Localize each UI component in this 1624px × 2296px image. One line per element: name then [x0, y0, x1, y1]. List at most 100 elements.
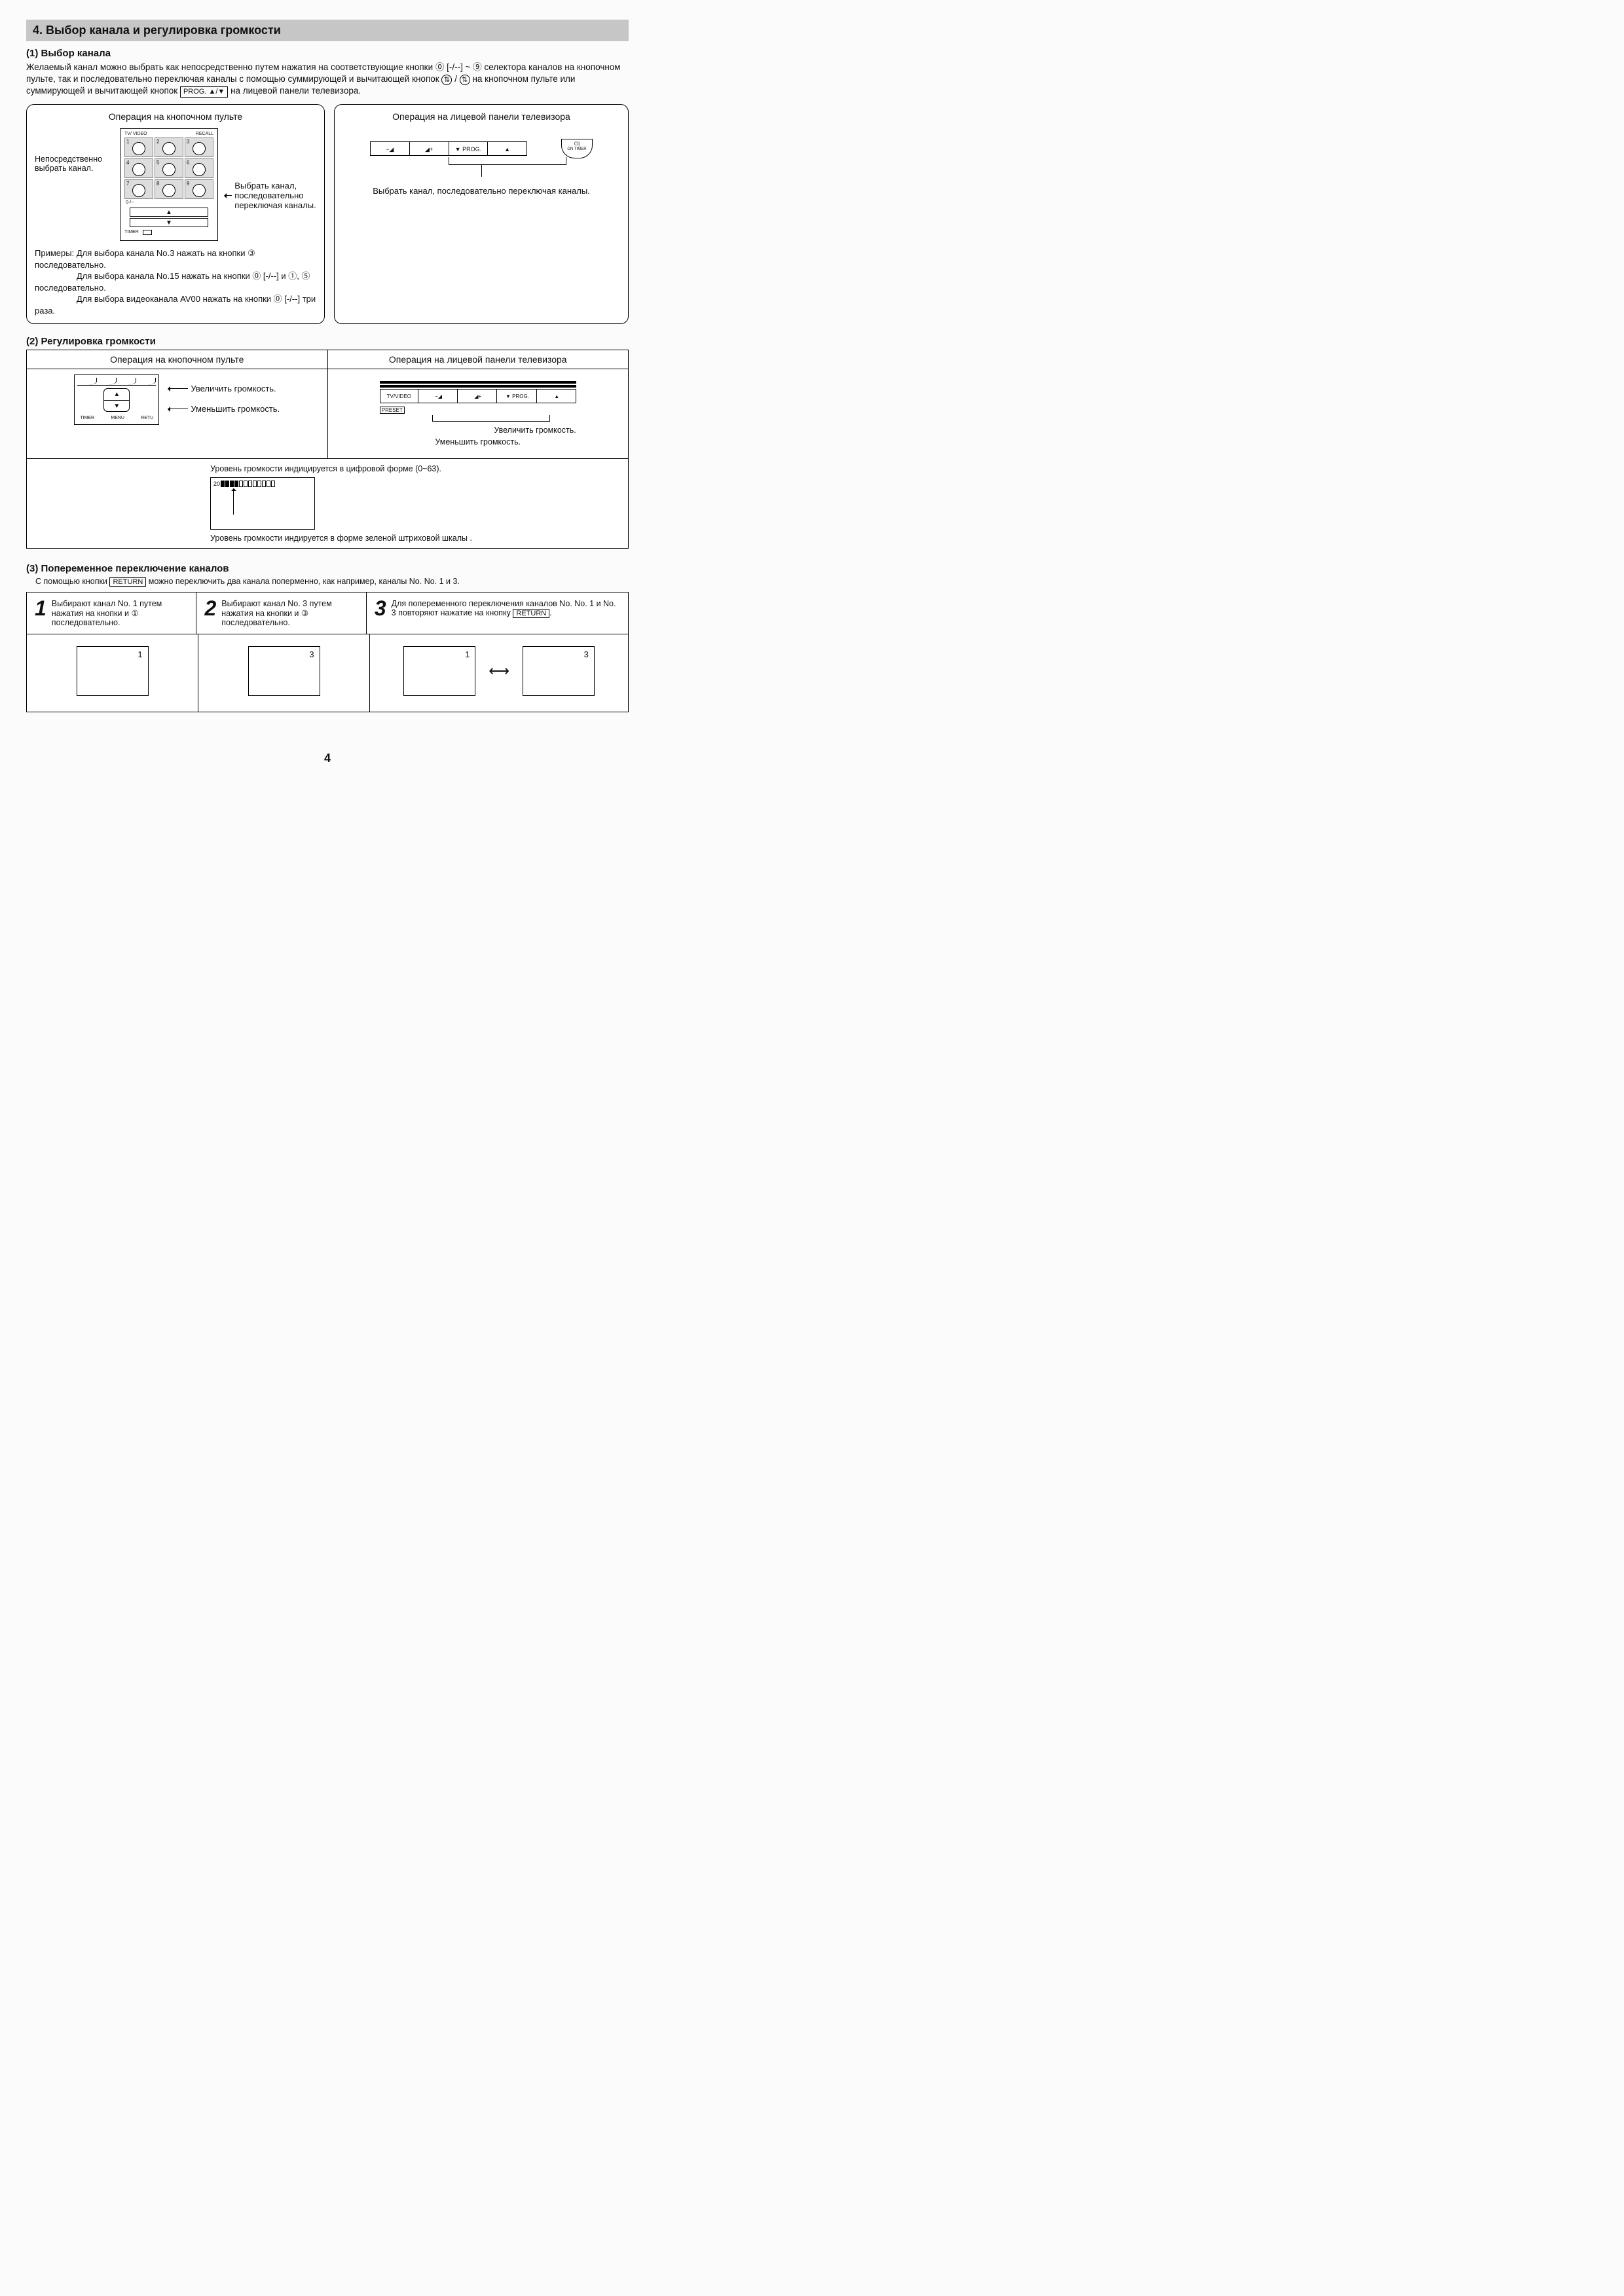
- vol-head-a: Операция на кнопочном пульте: [27, 350, 328, 369]
- plus-btn: ◢+: [459, 390, 497, 403]
- increase-vol-label-2: Увеличить громкость.: [494, 426, 576, 435]
- subsection-1-heading: (1) Выбор канала: [26, 48, 629, 59]
- step-3-text: Для попеременного переключения каналов N…: [392, 599, 620, 627]
- page-number: 4: [26, 752, 629, 765]
- num-5: 5: [157, 160, 159, 166]
- step-1: 1 Выбирают канал No. 1 путем нажатия на …: [27, 592, 196, 634]
- recall-label: RECALL: [196, 132, 213, 136]
- prog-up-btn: ▲: [488, 142, 526, 155]
- timer-lbl: TIMER: [80, 416, 94, 420]
- tv-screen-3a: 1: [403, 646, 475, 696]
- volume-table: Операция на кнопочном пульте Операция на…: [26, 350, 629, 549]
- decrease-vol-label: Уменьшить громкость.: [191, 404, 280, 414]
- channel-rocker: ▲: [130, 208, 208, 217]
- num-7: 7: [126, 181, 129, 187]
- power-button: ⏻| ON TIMER: [561, 139, 593, 158]
- tv-front-diagram: −◢ ◢+ ▼ PROG. ▲ ⏻| ON TIMER: [370, 141, 593, 181]
- alternate-channel-box: 1 Выбирают канал No. 1 путем нажатия на …: [26, 592, 629, 712]
- screen-2: 3: [198, 634, 370, 712]
- tv-screen-1: 1: [77, 646, 149, 696]
- remote-panel-title: Операция на кнопочном пульте: [35, 111, 316, 122]
- tv-screen-2: 3: [248, 646, 320, 696]
- increase-vol-label: Увеличить громкость.: [191, 384, 276, 393]
- section-title-bar: 4. Выбор канала и регулировка громкости: [26, 20, 629, 41]
- decrease-vol-label-2: Уменьшить громкость.: [380, 437, 576, 446]
- vol-value: 20: [213, 481, 220, 487]
- step-3-num: 3: [375, 599, 386, 627]
- prog-key: PROG. ▲/▼: [180, 86, 228, 98]
- remote-control-diagram: TV/ VIDEO RECALL 1 2 3 4 5 6 7 8 9 0-/--…: [120, 128, 218, 241]
- tv-panel-caption: Выбрать канал, последовательно переключа…: [342, 186, 620, 196]
- power-icon: ⏻|: [562, 141, 592, 147]
- tv-front-volume-diagram: TV/VIDEO −◢ ◢+ ▼ PROG. ▲ PRESET Увеличит…: [380, 381, 576, 446]
- vol-indic-text-2: Уровень громкости индируется в форме зел…: [210, 534, 620, 543]
- tv-panel-title: Операция на лицевой панели телевизора: [342, 111, 620, 122]
- vol-down-btn: −◢: [371, 142, 410, 155]
- step-2: 2 Выбирают канал No. 3 путем нажатия на …: [196, 592, 366, 634]
- return-lbl: RETU: [141, 416, 153, 420]
- num-8: 8: [157, 181, 159, 187]
- ch-1: 1: [138, 649, 142, 659]
- section-title: Выбор канала и регулировка громкости: [46, 24, 281, 37]
- volume-indicator-diagram: 20: [210, 477, 315, 530]
- tv-front-panel: Операция на лицевой панели телевизора −◢…: [334, 104, 629, 323]
- s3-intro-2: можно переключить два канала поперменно,…: [149, 577, 460, 586]
- minus-btn: −◢: [420, 390, 458, 403]
- subsection-2-heading: (2) Регулировка громкости: [26, 336, 629, 347]
- tvvideo-btn: TV/VIDEO: [380, 390, 418, 403]
- volume-remote-diagram: ▲▼ TIMER MENU RETU: [74, 374, 159, 425]
- keys-0-9: ⓪ [-/--] ~ ⑨: [435, 62, 482, 72]
- step-2-num: 2: [204, 599, 216, 627]
- num-6: 6: [187, 160, 189, 166]
- example-3: Для выбора видеоканала AV00 нажать на кн…: [35, 294, 316, 316]
- progdn-btn: ▼ PROG.: [498, 390, 536, 403]
- step-2-text: Выбирают канал No. 3 путем нажатия на кн…: [221, 599, 358, 627]
- return-key-2: RETURN: [513, 609, 549, 618]
- num-3: 3: [187, 139, 189, 145]
- num-1: 1: [126, 139, 129, 145]
- num-2: 2: [157, 139, 159, 145]
- tv-video-label: TV/ VIDEO: [124, 132, 147, 136]
- zero-key: 0-/--: [126, 200, 134, 205]
- step-1-num: 1: [35, 599, 46, 627]
- prog-down-btn: ▼ PROG.: [449, 142, 489, 155]
- up-down-icon-2: ⇅: [460, 75, 470, 85]
- screen-3: 1 ⟷ 3: [370, 634, 628, 712]
- number-pad: 1 2 3 4 5 6 7 8 9: [124, 137, 213, 199]
- on-timer-label: ON TIMER: [562, 147, 592, 151]
- step-3-text-a: Для попеременного переключения каналов N…: [392, 599, 616, 617]
- step-1-text: Выбирают канал No. 1 путем нажатия на кн…: [52, 599, 189, 627]
- subsection-1-intro: Желаемый канал можно выбрать как непосре…: [26, 62, 629, 98]
- step-3: 3 Для попеременного переключения каналов…: [367, 592, 628, 634]
- progup-btn: ▲: [538, 390, 576, 403]
- vol-indic-text-1: Уровень громкости индицируется в цифрово…: [210, 464, 620, 473]
- subsection-3-heading: (3) Попеременное переключение каналов: [26, 563, 629, 574]
- double-arrow-icon: ⟷: [489, 663, 509, 680]
- s3-intro-1: С помощью кнопки: [35, 577, 107, 586]
- vol-up-btn: ◢+: [410, 142, 449, 155]
- direct-select-label: Непосредственно выбрать канал.: [35, 128, 113, 173]
- section-number: 4.: [33, 24, 43, 37]
- volume-rocker: ▲▼: [103, 388, 130, 412]
- intro-text-4: на лицевой панели телевизора.: [231, 86, 361, 96]
- sequential-label: Выбрать канал, последовательно переключа…: [234, 181, 316, 210]
- intro-text-1: Желаемый канал можно выбрать как непосре…: [26, 62, 433, 72]
- up-down-icon: ⇅: [441, 75, 452, 85]
- ch-3b: 3: [584, 649, 589, 659]
- channel-rocker-down: ▼: [130, 218, 208, 227]
- screen-1: 1: [27, 634, 198, 712]
- subsection-3-intro: С помощью кнопки RETURN можно переключит…: [35, 577, 629, 587]
- vol-head-b: Операция на лицевой панели телевизора: [327, 350, 629, 369]
- tv-screen-3b: 3: [523, 646, 595, 696]
- example-2: Для выбора канала No.15 нажать на кнопки…: [35, 271, 310, 293]
- ch-1b: 1: [465, 649, 470, 659]
- examples-head: Примеры:: [35, 248, 74, 258]
- ch-3: 3: [309, 649, 314, 659]
- menu-lbl: MENU: [111, 416, 124, 420]
- num-4: 4: [126, 160, 129, 166]
- remote-panel: Операция на кнопочном пульте Непосредств…: [26, 104, 325, 323]
- return-key: RETURN: [109, 577, 146, 587]
- examples-block: Примеры: Для выбора канала No.3 нажать н…: [35, 247, 316, 316]
- num-9: 9: [187, 181, 189, 187]
- preset-label: PRESET: [380, 407, 405, 414]
